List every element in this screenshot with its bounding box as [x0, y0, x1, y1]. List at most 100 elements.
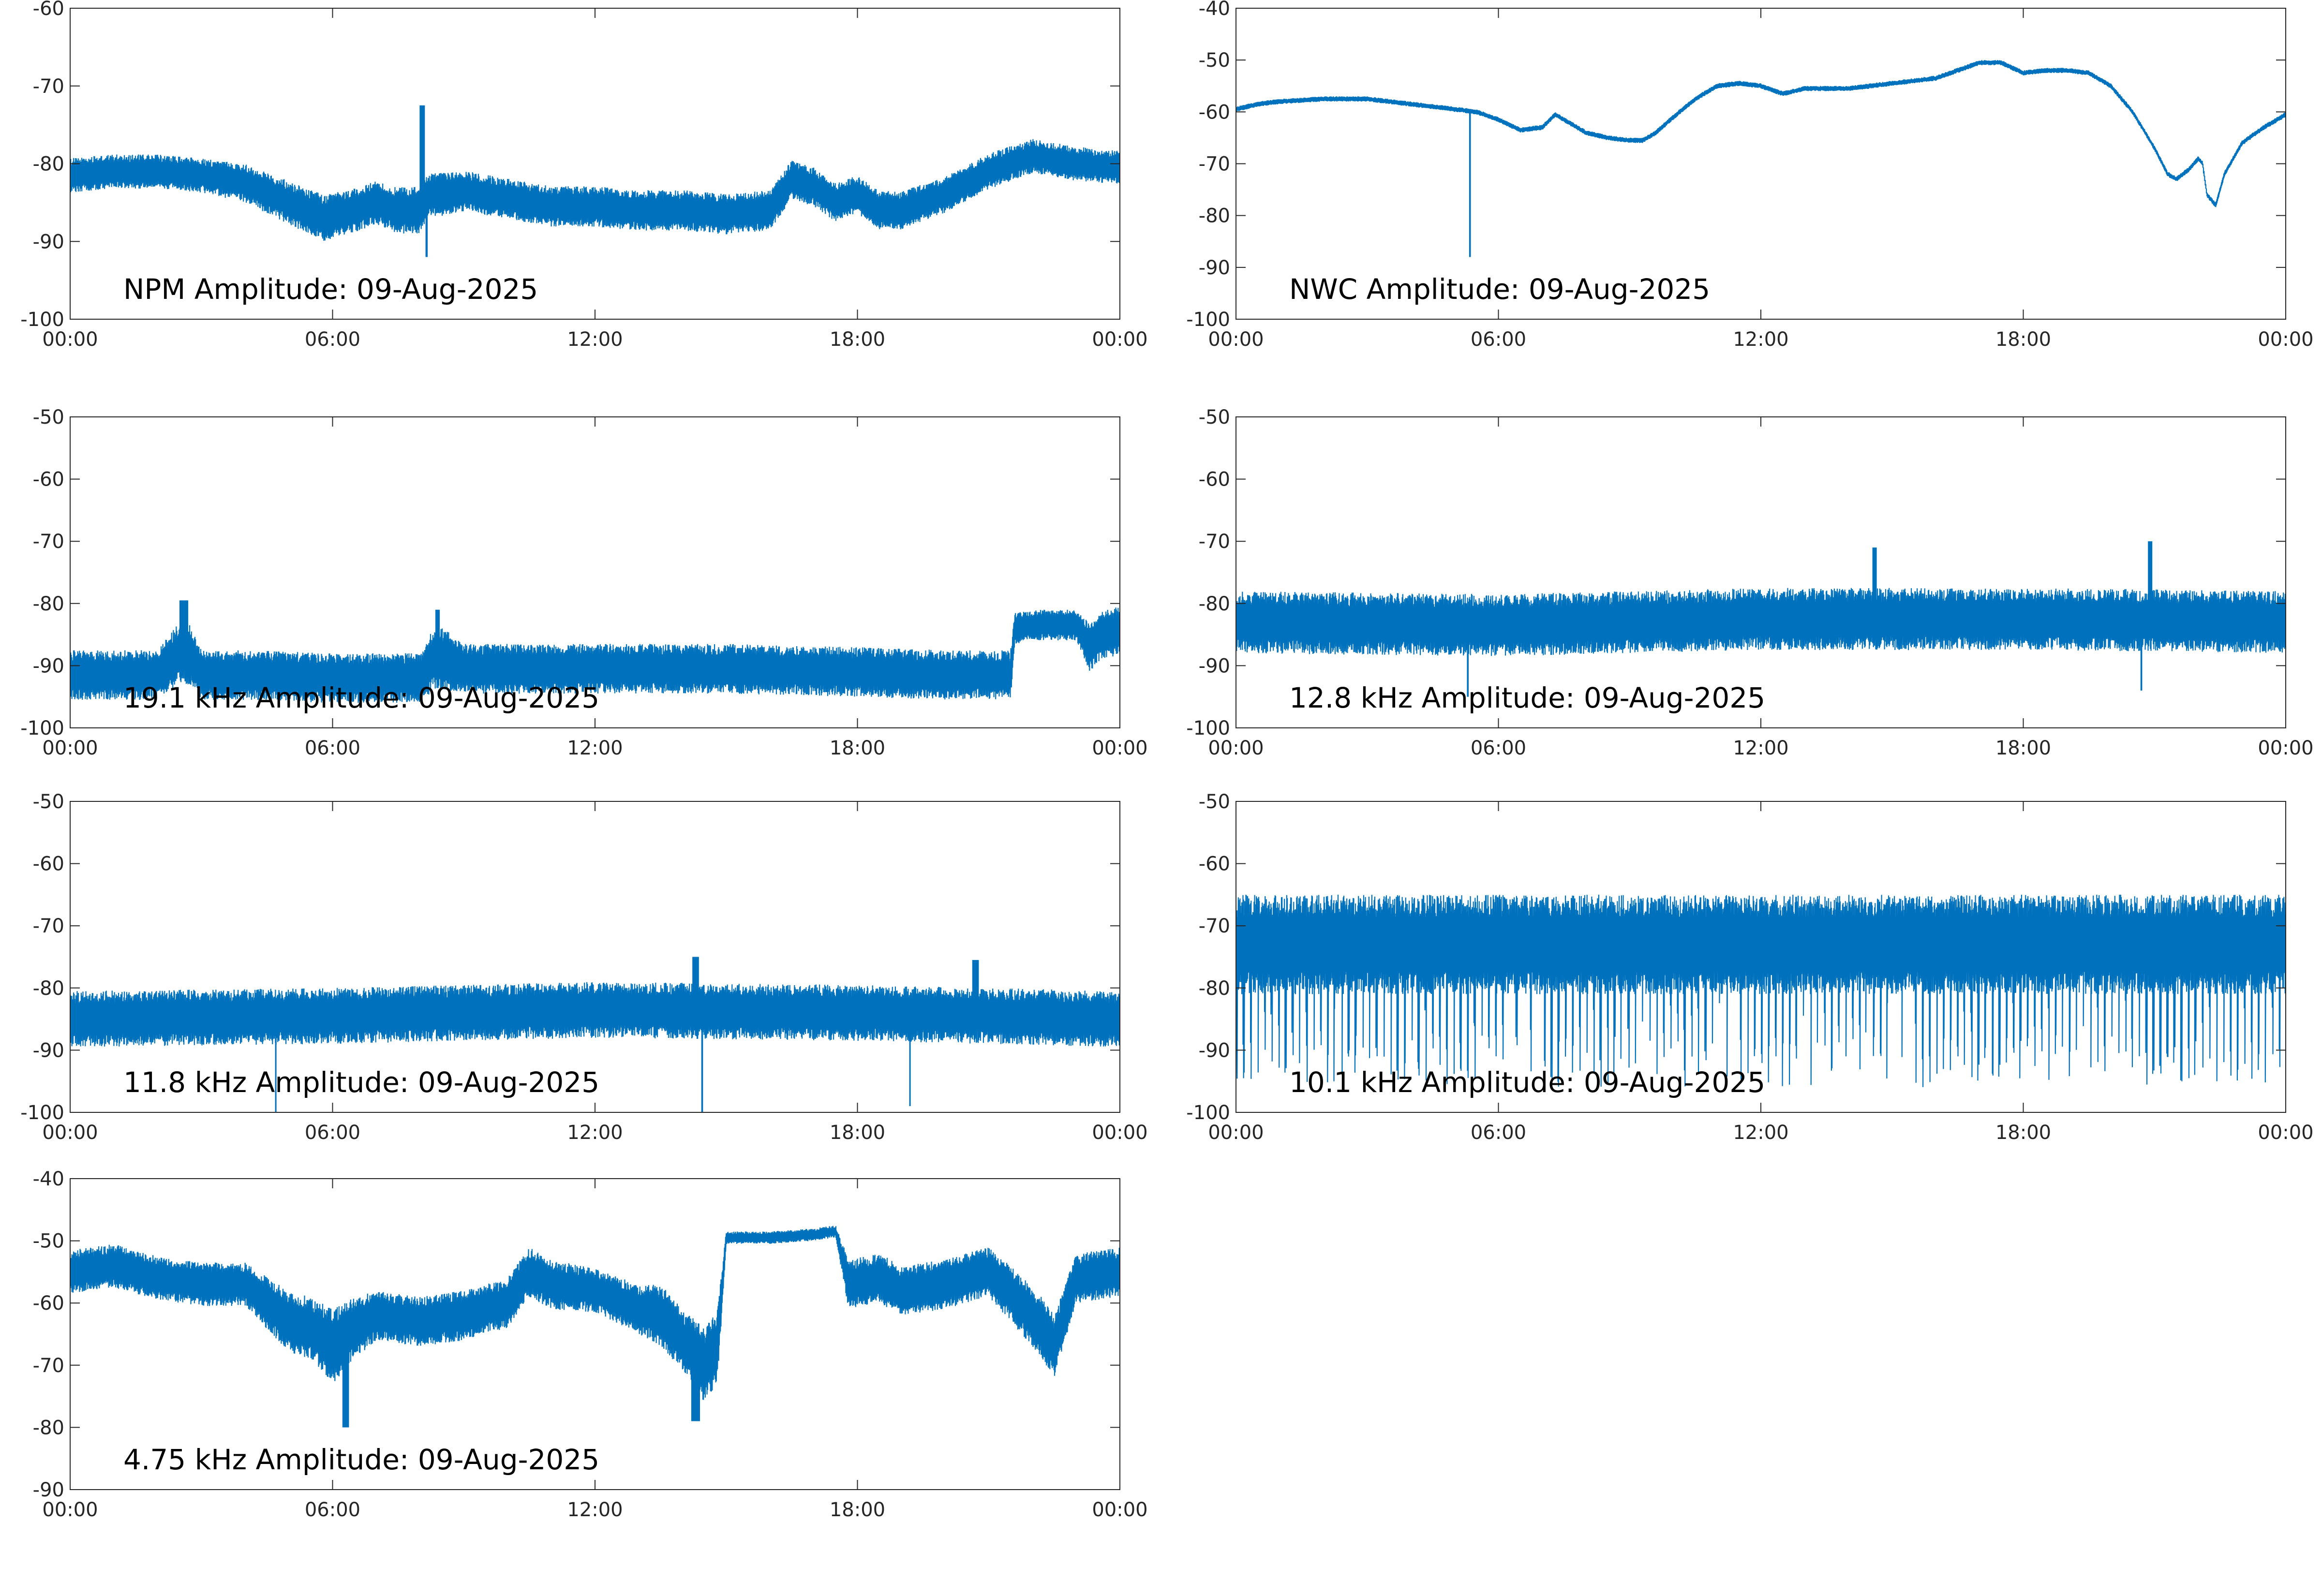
y-tick-label: -50 — [1199, 406, 1230, 429]
x-tick-label: 18:00 — [1995, 1122, 2051, 1144]
series-line — [1236, 894, 2286, 1087]
y-tick-label: -50 — [33, 791, 64, 813]
y-tick-label: -90 — [1199, 257, 1230, 279]
x-tick-label: 00:00 — [2258, 328, 2313, 351]
panel-annotation: 19.1 kHz Amplitude: 09-Aug-2025 — [123, 681, 599, 714]
y-tick-label: -100 — [1186, 309, 1230, 331]
series-line — [70, 139, 1120, 241]
panel-annotation: 11.8 kHz Amplitude: 09-Aug-2025 — [123, 1066, 599, 1099]
spike-mark — [2140, 620, 2143, 691]
y-tick-label: -50 — [1199, 49, 1230, 72]
x-tick-label: 12:00 — [1733, 328, 1788, 351]
y-tick-label: -100 — [20, 309, 64, 331]
y-tick-label: -70 — [1199, 531, 1230, 553]
y-tick-label: -80 — [33, 153, 64, 176]
x-tick-label: 18:00 — [1995, 328, 2051, 351]
panel-annotation: 4.75 kHz Amplitude: 09-Aug-2025 — [123, 1443, 599, 1476]
panel-annotation: 12.8 kHz Amplitude: 09-Aug-2025 — [1289, 681, 1765, 714]
chart-panel-4: 00:00 06:00 12:00 18:00 00:00 -50 -60 -70 -80 -90… — [1186, 406, 2313, 759]
spike-mark — [275, 1017, 277, 1112]
y-tick-label: -50 — [33, 1230, 64, 1253]
y-tick-label: -90 — [1199, 1039, 1230, 1062]
y-tick-label: -70 — [33, 531, 64, 553]
y-tick-label: -60 — [1199, 853, 1230, 875]
x-tick-label: 00:00 — [42, 1499, 98, 1521]
x-tick-label: 00:00 — [2258, 737, 2313, 759]
x-tick-label: 06:00 — [305, 737, 360, 759]
spike-mark — [419, 105, 425, 207]
y-tick-label: -70 — [33, 915, 64, 937]
series-group — [1236, 60, 2286, 257]
series-group — [70, 600, 1120, 703]
x-tick-label: 00:00 — [1092, 737, 1147, 759]
x-tick-label: 00:00 — [1208, 737, 1264, 759]
y-tick-label: -90 — [33, 655, 64, 677]
y-tick-label: -80 — [1199, 593, 1230, 615]
x-tick-label: 06:00 — [305, 328, 360, 351]
x-tick-label: 06:00 — [1471, 1122, 1526, 1144]
x-tick-label: 06:00 — [305, 1122, 360, 1144]
y-tick-label: -80 — [1199, 977, 1230, 1000]
y-tick-label: -70 — [1199, 915, 1230, 937]
y-tick-label: -60 — [33, 853, 64, 875]
y-tick-label: -60 — [33, 0, 64, 20]
series-line — [70, 1226, 1120, 1400]
y-tick-label: -100 — [20, 717, 64, 739]
y-tick-label: -100 — [20, 1102, 64, 1124]
spike-mark — [691, 1355, 700, 1421]
series-line — [1236, 60, 2286, 207]
panel-annotation: NWC Amplitude: 09-Aug-2025 — [1289, 273, 1710, 306]
x-tick-label: 00:00 — [1092, 328, 1147, 351]
chart-panel-6: 00:00 06:00 12:00 18:00 00:00 -50 -60 -70 -80 -90… — [1186, 791, 2313, 1144]
y-tick-label: -60 — [1199, 469, 1230, 491]
spike-mark — [435, 609, 440, 660]
spike-mark — [2148, 541, 2153, 621]
spike-mark — [179, 600, 189, 653]
series-line — [70, 982, 1120, 1047]
x-tick-label: 12:00 — [1733, 1122, 1788, 1144]
y-tick-label: -60 — [33, 469, 64, 491]
chart-panel-3: 00:00 06:00 12:00 18:00 00:00 -50 -60 -70 -80 -90… — [20, 406, 1147, 759]
x-tick-label: 18:00 — [830, 737, 885, 759]
x-tick-label: 00:00 — [2258, 1122, 2313, 1144]
series-group — [70, 957, 1120, 1112]
series-group — [70, 1226, 1120, 1428]
y-tick-label: -60 — [33, 1292, 64, 1315]
panel-annotation: NPM Amplitude: 09-Aug-2025 — [123, 273, 538, 306]
y-tick-label: -80 — [33, 977, 64, 1000]
x-tick-label: 00:00 — [1092, 1499, 1147, 1521]
y-tick-label: -40 — [33, 1168, 64, 1190]
x-tick-label: 00:00 — [1208, 1122, 1264, 1144]
y-tick-label: -80 — [1199, 205, 1230, 227]
series-line — [70, 607, 1120, 703]
y-tick-label: -60 — [1199, 101, 1230, 123]
y-tick-label: -40 — [1199, 0, 1230, 20]
spike-mark — [1467, 625, 1469, 697]
spike-mark — [972, 960, 979, 1016]
x-tick-label: 12:00 — [1733, 737, 1788, 759]
spike-mark — [701, 1011, 703, 1112]
series-group — [1236, 541, 2286, 697]
x-tick-label: 06:00 — [305, 1499, 360, 1521]
spike-mark — [692, 957, 699, 1011]
x-tick-label: 18:00 — [830, 1499, 885, 1521]
chart-panel-2: 00:00 06:00 12:00 18:00 00:00 -40 -50 -60 -70 -80… — [1186, 0, 2313, 351]
series-line — [1236, 588, 2286, 656]
spike-mark — [909, 1014, 911, 1107]
x-tick-label: 00:00 — [42, 737, 98, 759]
y-tick-label: -90 — [33, 1039, 64, 1062]
spike-mark — [1469, 111, 1471, 257]
y-tick-label: -100 — [1186, 1102, 1230, 1124]
x-tick-label: 12:00 — [567, 737, 623, 759]
chart-panel-5: 00:00 06:00 12:00 18:00 00:00 -50 -60 -70 -80 -90… — [20, 791, 1147, 1144]
x-tick-label: 12:00 — [567, 1499, 623, 1521]
x-tick-label: 00:00 — [1092, 1122, 1147, 1144]
x-tick-label: 06:00 — [1471, 737, 1526, 759]
y-tick-label: -70 — [1199, 153, 1230, 176]
spike-mark — [342, 1335, 349, 1428]
y-tick-label: -80 — [33, 1417, 64, 1439]
y-tick-label: -50 — [1199, 791, 1230, 813]
x-tick-label: 18:00 — [1995, 737, 2051, 759]
series-group — [1236, 894, 2286, 1087]
